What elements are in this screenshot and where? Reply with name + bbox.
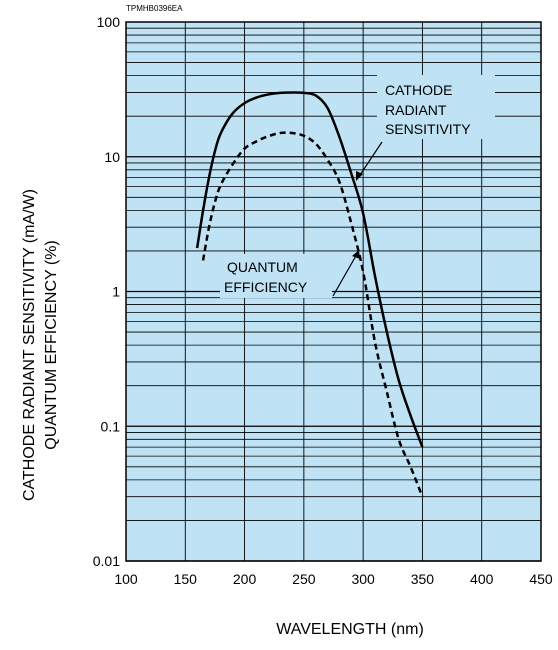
plot-frame <box>125 21 542 562</box>
y-axis-title-line1-group: CATHODE RADIANT SENSITIVITY (mA/W) <box>21 189 38 501</box>
annotation-qe-line1: QUANTUM <box>227 259 298 275</box>
series-quantum-efficiency-line <box>201 131 424 498</box>
x-tick-label: 450 <box>529 571 553 587</box>
annotation-cathode-box <box>377 75 495 139</box>
x-tick-label: 350 <box>411 571 435 587</box>
x-axis-title: WAVELENGTH (nm) <box>276 621 424 638</box>
annotation-cathode-arrowhead <box>356 171 363 181</box>
x-tick-label: 300 <box>351 571 375 587</box>
annotation-cathode-leader <box>357 141 383 179</box>
y-tick-label: 10 <box>104 149 120 165</box>
annotation-qe-arrowhead <box>352 250 360 259</box>
y-tick-label: 0.01 <box>93 553 120 569</box>
annotation-cathode-line2: RADIANT <box>385 102 447 118</box>
annotation-qe-line2: EFFICIENCY <box>224 279 308 295</box>
y-axis-title-line2-group: QUANTUM EFFICIENCY (%) <box>43 240 60 449</box>
y-tick-label: 100 <box>97 14 121 30</box>
series-cathode-radiant-sensitivity-line <box>195 91 424 448</box>
x-tick-label: 200 <box>233 571 257 587</box>
y-axis-title-line1: CATHODE RADIANT SENSITIVITY (mA/W) <box>21 189 38 501</box>
x-tick-labels: 100 150 200 250 300 350 400 450 <box>114 571 553 587</box>
x-tick-label: 250 <box>292 571 316 587</box>
annotation-cathode-radiant-sensitivity: CATHODE RADIANT SENSITIVITY <box>356 75 495 181</box>
annotation-qe-leader <box>332 253 358 297</box>
x-tick-label: 100 <box>114 571 138 587</box>
x-tick-label: 150 <box>174 571 198 587</box>
y-axis-title-line2: QUANTUM EFFICIENCY (%) <box>43 240 60 449</box>
y-tick-label: 0.1 <box>101 418 121 434</box>
y-tick-label: 1 <box>112 284 120 300</box>
annotation-cathode-line1: CATHODE <box>385 82 452 98</box>
y-tick-labels: 100 10 1 0.1 0.01 <box>93 14 120 569</box>
annotation-cathode-line3: SENSITIVITY <box>385 121 471 137</box>
annotation-qe-box <box>220 254 332 298</box>
annotation-quantum-efficiency: QUANTUM EFFICIENCY <box>220 250 360 298</box>
x-tick-label: 400 <box>470 571 494 587</box>
figure-code: TPMHB0396EA <box>126 4 183 13</box>
